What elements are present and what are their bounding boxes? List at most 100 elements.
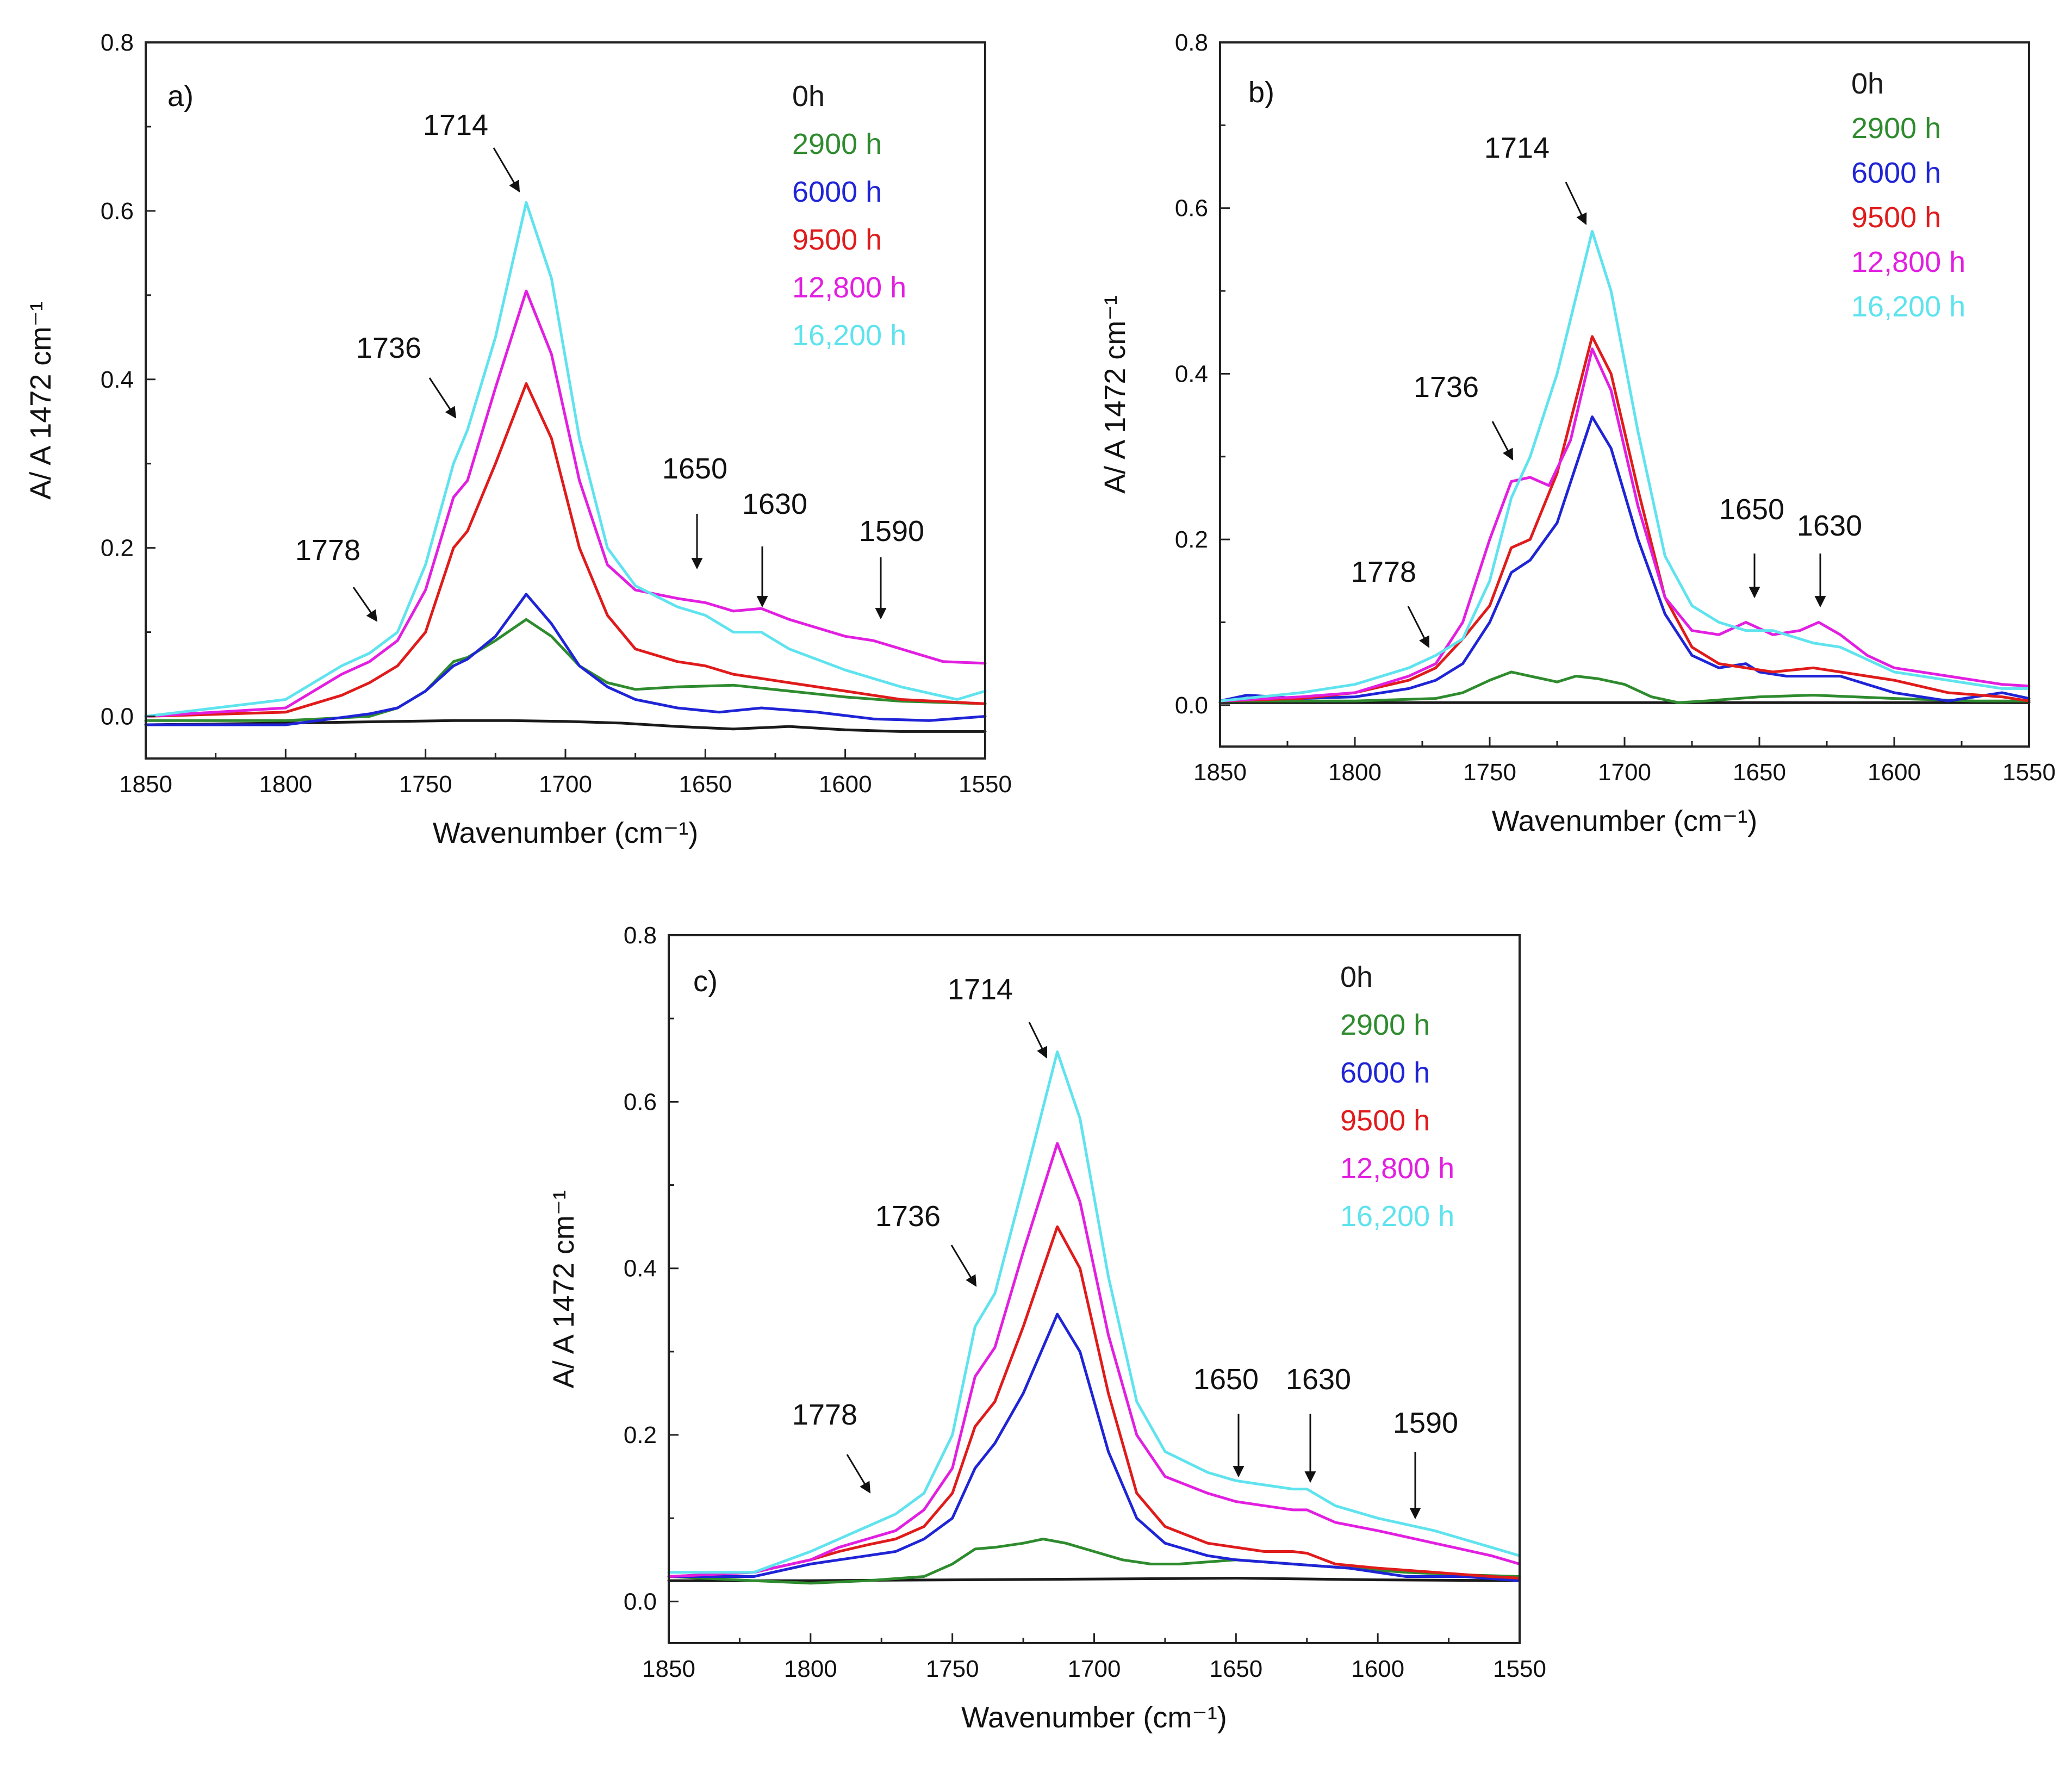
peak-annotation-label: 1778 [295,534,360,567]
series-line-6000h [1218,415,2031,702]
peak-annotation-label: 1778 [792,1398,857,1431]
peak-arrow [1491,421,1514,461]
y-axis-title: A/ A 1472 cm⁻¹ [24,301,57,500]
peak-arrow [1407,606,1430,648]
y-tick-label: 0.2 [624,1422,657,1448]
legend-entry: 9500 h [1851,201,1941,234]
legend-entry: 6000 h [1340,1056,1430,1089]
series-line-12800h [144,289,987,718]
x-tick-label: 1800 [784,1656,837,1682]
peak-annotation-label: 1630 [742,488,807,520]
peak-arrow [493,147,520,192]
x-tick-label: 1550 [2002,759,2056,786]
legend-entry: 9500 h [1340,1104,1430,1137]
series-line-0h [667,1577,1521,1582]
peak-annotation-label: 1714 [948,973,1013,1006]
x-tick-label: 1600 [1868,759,1921,786]
y-tick-label: 0.6 [101,198,134,225]
x-tick-label: 1600 [819,771,872,798]
y-tick-label: 0.8 [101,29,134,56]
x-axis-title: Wavenumber (cm⁻¹) [433,817,699,849]
panel-label: a) [167,80,194,113]
peak-annotation-label: 1630 [1286,1363,1351,1396]
chart-panel-0: 1850 1800 1750 1700 1650 1600 1550 0.0 0.2 0.4 0.6… [24,29,1012,849]
series-line-0h [144,719,987,733]
series-line-16200h [144,201,987,718]
series-line-6000h [667,1313,1521,1582]
legend-entry: 0h [792,80,825,113]
panels: 1850 1800 1750 1700 1650 1600 1550 0.0 0.2 0.4 0.6… [24,29,2056,1734]
peak-annotation-label: 1630 [1797,509,1862,542]
y-tick-label: 0.4 [1175,360,1208,387]
peak-annotation-label: 1590 [859,515,924,548]
legend-entry: 9500 h [792,223,882,256]
x-tick-label: 1800 [1328,759,1382,786]
x-axis-title: Wavenumber (cm⁻¹) [961,1701,1227,1734]
peak-annotation-label: 1590 [1393,1407,1458,1439]
series-line-6000h [144,593,987,726]
y-tick-label: 0.8 [624,922,657,949]
legend-entry: 2900 h [1340,1009,1430,1041]
legend-entry: 16,200 h [1340,1200,1454,1233]
legend-entry: 2900 h [792,128,882,160]
peak-annotation-label: 1736 [1414,371,1479,403]
peak-annotation-label: 1650 [662,452,727,485]
legend-entry: 12,800 h [1340,1152,1454,1185]
legend-entry: 12,800 h [1851,246,1965,278]
series-line-9500h [1218,335,2031,702]
panel-label: c) [693,965,718,998]
peak-annotation-label: 1650 [1719,493,1784,526]
x-tick-label: 1650 [1209,1656,1262,1682]
series-line-16200h [667,1050,1521,1574]
peak-annotation-label: 1736 [356,332,421,364]
series-line-2900h [1218,670,2031,704]
y-tick-label: 0.6 [1175,195,1208,222]
series-line-12800h [667,1142,1521,1578]
legend-entry: 0h [1851,67,1884,100]
legend-entry: 16,200 h [792,319,906,352]
x-tick-label: 1650 [1733,759,1786,786]
x-tick-label: 1600 [1351,1656,1404,1682]
x-tick-label: 1850 [642,1656,695,1682]
legend-entry: 0h [1340,961,1373,993]
y-tick-label: 0.4 [101,366,134,393]
peak-arrow [1028,1022,1048,1059]
y-tick-label: 0.8 [1175,29,1208,56]
legend-entry: 2900 h [1851,112,1941,145]
y-tick-label: 0.0 [1175,692,1208,719]
x-axis-title: Wavenumber (cm⁻¹) [1492,805,1758,837]
x-tick-label: 1550 [959,771,1012,798]
peak-annotation-label: 1736 [875,1200,941,1233]
x-tick-label: 1850 [119,771,172,798]
series-line-9500h [144,382,987,718]
y-axis-title: A/ A 1472 cm⁻¹ [1099,295,1131,494]
peak-annotation-label: 1714 [423,109,488,141]
peak-arrow [950,1245,977,1287]
y-tick-label: 0.2 [1175,526,1208,553]
peak-arrow [1565,182,1587,225]
x-tick-label: 1700 [539,771,592,798]
y-tick-label: 0.0 [101,704,134,730]
x-tick-label: 1800 [259,771,312,798]
x-tick-label: 1750 [399,771,452,798]
x-tick-label: 1750 [1463,759,1516,786]
peak-annotation-label: 1650 [1193,1363,1259,1396]
x-tick-label: 1650 [679,771,732,798]
x-tick-label: 1700 [1598,759,1651,786]
peak-arrow [352,587,378,622]
peak-arrow [428,377,457,419]
legend-entry: 6000 h [1851,157,1941,189]
x-tick-label: 1850 [1193,759,1247,786]
series-line-16200h [1218,229,2031,702]
legend-entry: 6000 h [792,176,882,208]
x-tick-label: 1550 [1493,1656,1546,1682]
y-tick-label: 0.4 [624,1255,657,1282]
legend-entry: 12,800 h [792,271,906,304]
x-tick-label: 1750 [926,1656,979,1682]
y-tick-label: 0.0 [624,1588,657,1615]
chart-panel-2: 1850 1800 1750 1700 1650 1600 1550 0.0 0.2 0.4 0.6… [547,922,1546,1734]
y-axis-title: A/ A 1472 cm⁻¹ [547,1190,580,1389]
y-tick-label: 0.6 [624,1089,657,1115]
